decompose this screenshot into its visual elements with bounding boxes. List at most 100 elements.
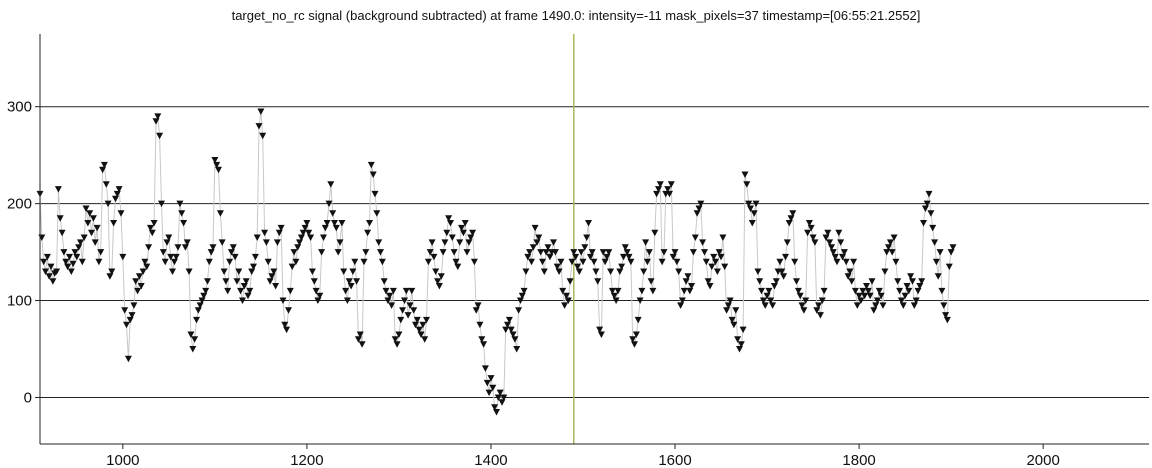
- data-point: [242, 278, 250, 285]
- data-point: [614, 287, 622, 295]
- data-point: [737, 341, 745, 348]
- data-point: [529, 244, 537, 251]
- data-point: [412, 321, 419, 329]
- data-point: [515, 307, 523, 314]
- data-point: [404, 312, 412, 319]
- data-point: [362, 249, 370, 256]
- data-point: [607, 268, 615, 275]
- data-point: [432, 268, 440, 275]
- data-point: [458, 224, 465, 232]
- data-point: [141, 258, 149, 266]
- data-point: [899, 302, 907, 309]
- data-point: [833, 258, 841, 266]
- data-point: [266, 278, 274, 285]
- data-point: [820, 287, 828, 295]
- data-point: [450, 249, 458, 256]
- data-point: [874, 297, 881, 304]
- data-point: [465, 239, 473, 246]
- data-point: [235, 268, 243, 275]
- data-point: [914, 287, 922, 295]
- data-point: [382, 287, 390, 295]
- data-point: [237, 287, 245, 295]
- data-point: [520, 287, 528, 295]
- data-point: [931, 239, 939, 246]
- data-point: [765, 287, 773, 295]
- data-point: [366, 220, 373, 227]
- horizontal-lines: [40, 106, 1149, 398]
- data-point: [507, 326, 515, 334]
- data-point: [316, 292, 324, 300]
- data-point: [134, 287, 142, 295]
- data-point: [682, 278, 690, 285]
- data-point: [67, 268, 75, 275]
- data-point: [121, 307, 129, 314]
- data-point: [921, 205, 929, 212]
- data-point: [187, 331, 195, 338]
- data-point: [791, 258, 799, 266]
- data-point: [678, 297, 686, 304]
- data-point: [132, 278, 140, 285]
- data-point: [949, 244, 957, 251]
- data-point: [528, 258, 535, 266]
- data-point: [767, 297, 775, 304]
- y-tick-label: 0: [24, 389, 32, 406]
- data-point: [445, 215, 453, 222]
- data-point: [476, 321, 484, 329]
- data-point: [47, 263, 55, 271]
- data-point: [736, 346, 743, 353]
- data-point: [161, 258, 169, 266]
- data-point: [270, 268, 278, 275]
- data-point: [816, 312, 824, 319]
- data-point: [846, 268, 854, 275]
- data-point: [43, 253, 51, 261]
- data-point: [610, 292, 618, 300]
- data-point: [566, 278, 574, 285]
- data-point: [332, 224, 340, 232]
- data-point: [354, 336, 362, 343]
- data-point: [782, 253, 789, 261]
- data-point: [494, 394, 502, 401]
- y-tick-label: 300: [7, 99, 32, 116]
- data-point: [754, 268, 762, 275]
- data-point: [875, 287, 883, 295]
- data-point: [163, 239, 171, 246]
- data-point: [756, 278, 764, 285]
- data-point: [406, 302, 414, 309]
- data-point: [130, 302, 138, 309]
- data-point: [855, 292, 863, 300]
- data-point: [156, 132, 164, 140]
- data-point: [691, 234, 699, 241]
- data-point: [717, 253, 725, 261]
- data-point: [837, 239, 845, 246]
- data-point: [428, 239, 436, 246]
- data-point: [894, 278, 902, 285]
- data-point: [349, 268, 357, 275]
- data-point: [776, 258, 784, 266]
- data-point: [204, 278, 211, 285]
- data-point: [421, 336, 429, 343]
- data-point: [211, 157, 219, 164]
- data-point: [272, 283, 280, 290]
- data-point: [389, 287, 397, 295]
- data-point: [747, 205, 754, 212]
- data-point: [701, 249, 708, 256]
- data-point: [388, 302, 396, 309]
- axes: [39, 34, 1149, 445]
- data-point: [364, 229, 372, 237]
- data-point: [938, 287, 946, 295]
- data-point: [231, 253, 239, 261]
- data-point: [901, 292, 909, 300]
- data-point: [66, 253, 73, 261]
- data-point: [787, 215, 795, 222]
- data-point: [124, 355, 132, 363]
- series-line-layer: [39, 111, 954, 413]
- data-point: [802, 297, 810, 304]
- data-point: [42, 268, 49, 275]
- data-point: [56, 215, 64, 222]
- data-point: [174, 244, 182, 251]
- x-tick-label: 1000: [106, 452, 139, 468]
- data-point: [739, 326, 747, 334]
- data-point: [660, 249, 668, 256]
- data-point: [588, 249, 596, 256]
- data-point: [360, 258, 368, 266]
